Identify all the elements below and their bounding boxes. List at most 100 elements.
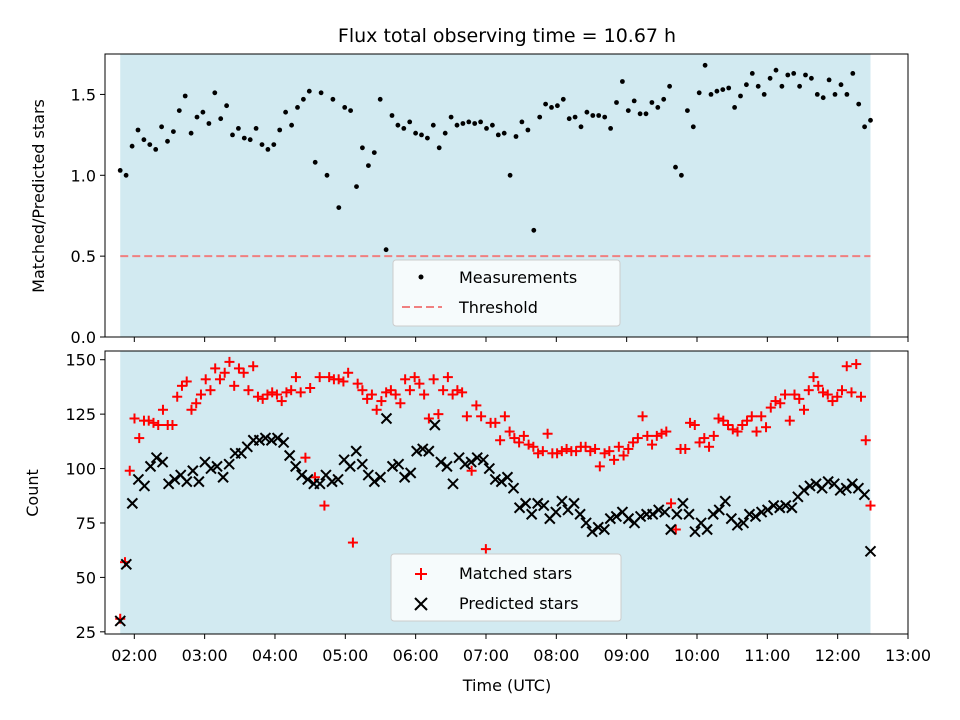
matched-star-point <box>504 426 515 437</box>
matched-star-point <box>195 389 206 400</box>
measurement-point <box>673 164 678 170</box>
predicted-marker-b <box>417 443 429 455</box>
measurement-point <box>123 172 129 178</box>
matched-star-point <box>846 387 857 398</box>
matched-star-point <box>642 430 653 441</box>
predicted-marker-b <box>519 497 532 510</box>
matched-star-point <box>414 378 425 389</box>
measurement-point <box>803 72 808 78</box>
predicted-star-point <box>525 508 538 520</box>
predicted-marker-b <box>350 445 362 457</box>
matched-star-point <box>818 387 829 398</box>
matched-star-point <box>390 389 401 400</box>
predicted-star-point <box>677 497 689 510</box>
measurement-point <box>247 137 253 143</box>
predicted-marker-b <box>362 469 375 481</box>
predicted-star-point <box>556 495 568 507</box>
matched-star-point <box>609 454 620 465</box>
matched-legend-marker <box>415 568 427 580</box>
measurement-point <box>820 95 826 101</box>
predicted-marker-b <box>580 517 592 529</box>
predicted-star-point <box>489 473 502 486</box>
predicted-star-point <box>749 510 762 523</box>
matched-star-point <box>585 446 596 457</box>
predicted-star-point <box>187 465 199 477</box>
x-tick-label: 06:00 <box>393 646 439 665</box>
predicted-marker-b <box>695 517 707 529</box>
predicted-star-point <box>283 449 296 462</box>
measurement-point <box>442 130 448 136</box>
predicted-marker-b <box>271 432 284 444</box>
predicted-star-point <box>314 478 326 490</box>
measurement-point <box>241 135 247 141</box>
predicted-star-point <box>265 434 278 446</box>
matched-star-point <box>148 417 159 428</box>
measurement-point <box>555 103 560 109</box>
measurement-point <box>454 122 460 128</box>
matched-star-point <box>134 433 145 444</box>
predicted-star-point <box>532 497 544 510</box>
matched-star-point <box>699 433 710 444</box>
matched-star-point <box>689 420 700 431</box>
predicted-star-point <box>592 521 604 534</box>
x-tick-label: 02:00 <box>111 646 157 665</box>
matched-star-point <box>381 387 392 398</box>
predicted-star-point <box>834 484 846 497</box>
predicted-marker-b <box>441 460 453 473</box>
top-legend-box <box>392 259 621 327</box>
predicted-star-point <box>610 510 623 523</box>
matched-star-point <box>243 385 254 396</box>
measurement-point <box>194 114 200 120</box>
matched-star-point <box>490 417 501 428</box>
matched-star-point <box>713 413 724 424</box>
matched-star-point <box>343 367 354 378</box>
predicted-star-point <box>120 558 132 571</box>
measurement-point <box>690 124 696 130</box>
predicted-star-point <box>411 445 423 457</box>
measurement-point <box>549 105 554 110</box>
measurement-point <box>501 130 507 136</box>
matched-star-point <box>775 398 786 409</box>
predicted-marker-b <box>144 460 157 473</box>
predicted-star-point <box>767 499 780 512</box>
predicted-star-point <box>538 499 550 512</box>
matched-star-point <box>708 430 719 441</box>
predicted-marker-b <box>404 467 417 479</box>
matched-star-point <box>385 385 396 396</box>
matched-star-point <box>376 396 387 407</box>
predicted-marker-b <box>223 458 235 470</box>
matched-star-point <box>309 472 320 483</box>
matched-star-point <box>670 524 681 535</box>
predicted-star-point <box>574 508 586 520</box>
x-tick-label: 03:00 <box>182 646 228 665</box>
matched-star-point <box>281 387 292 398</box>
predicted-marker-b <box>338 454 350 466</box>
matched-star-point <box>319 500 330 511</box>
measurement-point <box>425 135 430 141</box>
predicted-star-point <box>465 456 477 468</box>
measurement-point <box>289 122 294 128</box>
measurement-point <box>726 85 732 91</box>
matched-star-point <box>865 500 876 511</box>
predicted-star-point <box>646 508 659 520</box>
measurement-point <box>224 103 230 109</box>
predicted-marker-b <box>120 558 132 571</box>
measurement-point <box>838 82 844 88</box>
predicted-marker-b <box>126 497 139 510</box>
predicted-star-point <box>114 615 126 627</box>
predicted-marker-b <box>556 495 568 507</box>
measurement-point <box>165 138 170 144</box>
predicted-star-point <box>205 462 217 475</box>
measurement-point <box>230 132 235 138</box>
predicted-star-point <box>332 473 344 486</box>
predicted-marker-b <box>162 478 175 490</box>
matched-star-point <box>423 413 434 424</box>
measurement-point <box>755 83 761 89</box>
measurement-point <box>330 96 336 102</box>
predicted-star-point <box>150 451 163 464</box>
predicted-marker-b <box>780 499 792 512</box>
predicted-star-point <box>435 456 447 468</box>
predicted-marker-b <box>193 475 205 488</box>
measurement-point <box>868 117 873 123</box>
measurement-point <box>761 92 767 97</box>
